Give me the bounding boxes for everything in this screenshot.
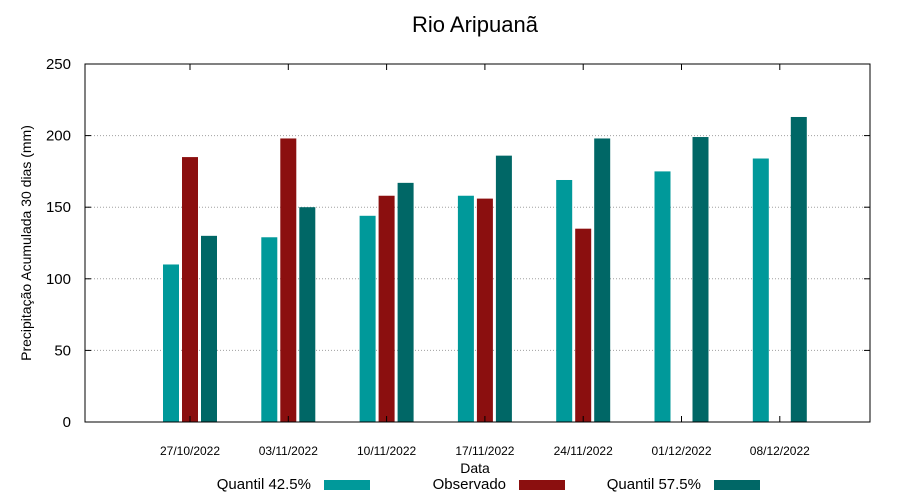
x-axis-label: Data <box>460 460 490 476</box>
y-axis-label: Precipitação Acumulada 30 dias (mm) <box>18 125 34 361</box>
x-tick-label: 24/11/2022 <box>554 444 613 458</box>
legend-label: Observado <box>433 476 506 493</box>
y-tick-label: 100 <box>46 271 71 288</box>
y-axis-ticks: 0 50 100 150 200 250 <box>46 56 870 431</box>
legend-swatch <box>714 480 760 490</box>
bar-quantil-57-5--7 <box>790 116 807 422</box>
legend-label: Quantil 57.5% <box>607 476 701 493</box>
x-tick-label: 10/11/2022 <box>357 444 416 458</box>
bar-quantil-57-5--6 <box>692 137 709 423</box>
y-tick-label: 150 <box>46 199 71 216</box>
bar-quantil-57-5--2 <box>299 207 316 422</box>
bar-quantil-42-5--1 <box>163 264 179 422</box>
x-axis-ticks: 27/10/2022 03/11/2022 10/11/2022 17/11/2022… <box>160 64 810 458</box>
y-tick-label: 200 <box>46 128 71 145</box>
bars <box>163 116 807 423</box>
x-tick-label: 17/11/2022 <box>455 444 514 458</box>
bar-observado-4 <box>476 198 493 422</box>
x-tick-label: 27/10/2022 <box>160 444 220 458</box>
plot-frame <box>84 63 871 423</box>
bar-quantil-42-5--3 <box>359 215 376 422</box>
bar-quantil-42-5--6 <box>654 171 671 422</box>
bar-quantil-42-5--7 <box>752 158 769 422</box>
y-tick-label: 0 <box>63 414 71 431</box>
bar-observado-3 <box>378 195 395 422</box>
bar-observado-1 <box>182 157 198 422</box>
legend-swatch <box>519 480 565 490</box>
legend: Quantil 42.5% Observado Quantil 57.5% <box>217 476 760 493</box>
bar-observado-2 <box>280 138 297 423</box>
legend-label: Quantil 42.5% <box>217 476 311 493</box>
bar-observado-5 <box>575 228 592 422</box>
x-tick-label: 01/12/2022 <box>651 444 711 458</box>
bar-quantil-57-5--4 <box>495 155 512 422</box>
legend-swatch <box>324 480 370 490</box>
bar-quantil-42-5--2 <box>261 237 278 422</box>
x-tick-label: 03/11/2022 <box>259 444 318 458</box>
y-tick-label: 50 <box>54 342 71 359</box>
bar-quantil-57-5--3 <box>397 182 414 422</box>
bar-quantil-57-5--1 <box>201 235 217 422</box>
chart-title: Rio Aripuanã <box>412 12 539 37</box>
y-tick-label: 250 <box>46 56 71 73</box>
x-tick-label: 08/12/2022 <box>750 444 810 458</box>
bar-quantil-42-5--5 <box>556 179 573 422</box>
grid-lines <box>85 135 870 351</box>
bar-quantil-57-5--5 <box>594 138 611 423</box>
bar-quantil-42-5--4 <box>457 195 474 422</box>
